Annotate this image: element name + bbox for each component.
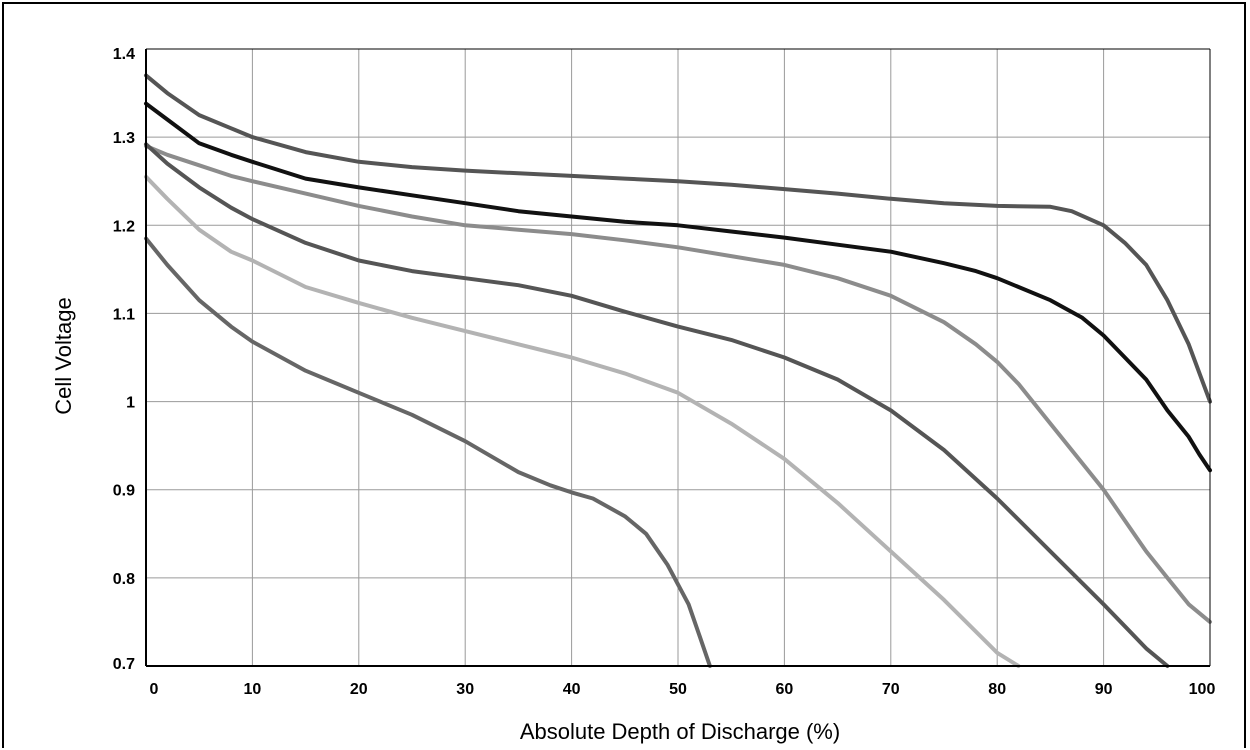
x-tick-label: 40 (563, 681, 581, 698)
x-tick-label: 50 (669, 681, 687, 698)
series-line-1 (144, 73, 1212, 404)
y-tick-label: 1 (126, 395, 135, 412)
y-tick-label: 1.4 (113, 46, 135, 63)
x-axis-title: Absolute Depth of Discharge (%) (520, 719, 840, 744)
x-tick-label: 100 (1189, 681, 1216, 698)
x-tick-label: 70 (882, 681, 900, 698)
series-line-3 (144, 144, 1212, 624)
x-tick-label: 60 (776, 681, 794, 698)
series-line-5 (144, 174, 1021, 668)
x-tick-label: 80 (988, 681, 1006, 698)
tick-labels: 0 10 20 30 40 50 60 70 80 90 100 0.7 0.8 0.9 1 1.1 1.2 1.… (113, 46, 1216, 698)
y-tick-label: 1.1 (113, 306, 135, 323)
x-tick-label: 20 (350, 681, 368, 698)
y-tick-label: 0.7 (113, 656, 135, 673)
x-tick-label: 90 (1095, 681, 1113, 698)
series-line-6 (144, 236, 712, 668)
x-tick-label: 30 (456, 681, 474, 698)
y-tick-label: 1.2 (113, 218, 135, 235)
series-line-2 (144, 101, 1212, 473)
grid (146, 48, 1211, 666)
y-axis-title: Cell Voltage (51, 297, 76, 414)
y-tick-label: 1.3 (113, 130, 135, 147)
series-lines (144, 73, 1212, 668)
series-line-4 (144, 142, 1170, 668)
axes (145, 48, 1211, 667)
y-tick-label: 0.9 (113, 483, 135, 500)
x-tick-label: 10 (244, 681, 262, 698)
y-tick-label: 0.8 (113, 571, 135, 588)
x-tick-label: 0 (150, 681, 159, 698)
